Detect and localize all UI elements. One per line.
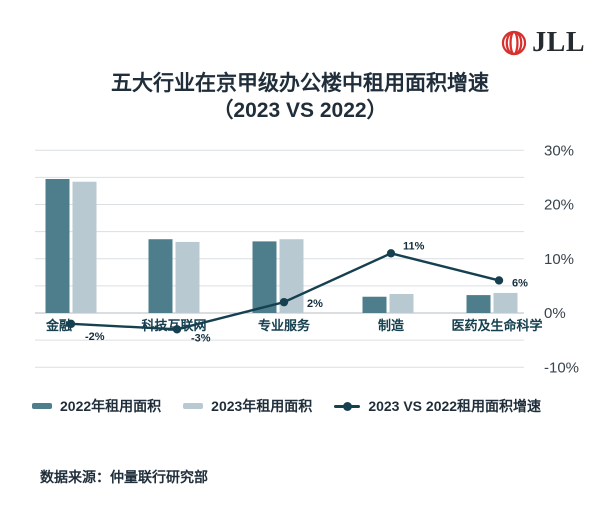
legend-swatch-2022-icon (32, 403, 52, 409)
chart-title: 五大行业在京甲级办公楼中租用面积增速 （2023 VS 2022） (0, 70, 600, 124)
chart-title-line1: 五大行业在京甲级办公楼中租用面积增速 (111, 72, 489, 95)
chart-legend: 2022年租用面积 2023年租用面积 2023 VS 2022租用面积增速 (32, 396, 541, 416)
legend-label-2022: 2022年租用面积 (60, 398, 162, 414)
legend-label-2023: 2023年租用面积 (211, 398, 313, 414)
legend-label-growth: 2023 VS 2022租用面积增速 (368, 398, 542, 414)
trend-point (386, 249, 396, 258)
trend-point-label: 6% (512, 277, 528, 289)
legend-swatch-2023-icon (183, 403, 204, 409)
jll-globe-icon (501, 30, 527, 56)
trend-point (66, 319, 76, 329)
y-tick-label: 20% (544, 197, 574, 214)
trend-point (279, 297, 289, 307)
bar-2022 (252, 241, 277, 313)
legend-swatch-line-icon (334, 401, 361, 411)
bar-2023 (175, 241, 200, 313)
trend-point (494, 276, 504, 285)
bar-2022 (466, 295, 491, 313)
x-category-label: 制造 (378, 318, 405, 333)
x-category-label: 医药及生命科学 (451, 318, 542, 333)
bar-2023 (493, 292, 518, 313)
y-tick-label: 0% (544, 305, 566, 322)
bar-2023 (72, 181, 97, 313)
data-source: 数据来源：仲量联行研究部 (40, 469, 208, 485)
trend-point-label: -2% (85, 331, 105, 343)
bar-2022 (148, 239, 173, 313)
trend-point-label: 11% (403, 240, 425, 252)
jll-logo: JLL (500, 29, 585, 57)
bar-2022 (362, 296, 387, 313)
trend-point-label: 2% (307, 298, 323, 310)
bar-2023 (389, 294, 414, 313)
y-tick-label: -10% (544, 359, 579, 376)
jll-logo-text: JLL (532, 27, 585, 58)
bar-2022 (45, 179, 70, 313)
x-category-label: 专业服务 (258, 318, 311, 333)
trend-point-label: -3% (191, 332, 211, 344)
x-category-label: 金融 (45, 318, 72, 333)
legend-item-2023-bars: 2023年租用面积 (183, 396, 312, 416)
legend-item-growth-line: 2023 VS 2022租用面积增速 (334, 396, 541, 416)
y-tick-label: 30% (544, 142, 574, 159)
trend-point (172, 325, 182, 334)
y-tick-label: 10% (544, 251, 574, 268)
legend-item-2022-bars: 2022年租用面积 (32, 396, 161, 416)
chart-title-line2: （2023 VS 2022） (212, 99, 388, 122)
legend-swatch-dot-icon (343, 401, 353, 411)
